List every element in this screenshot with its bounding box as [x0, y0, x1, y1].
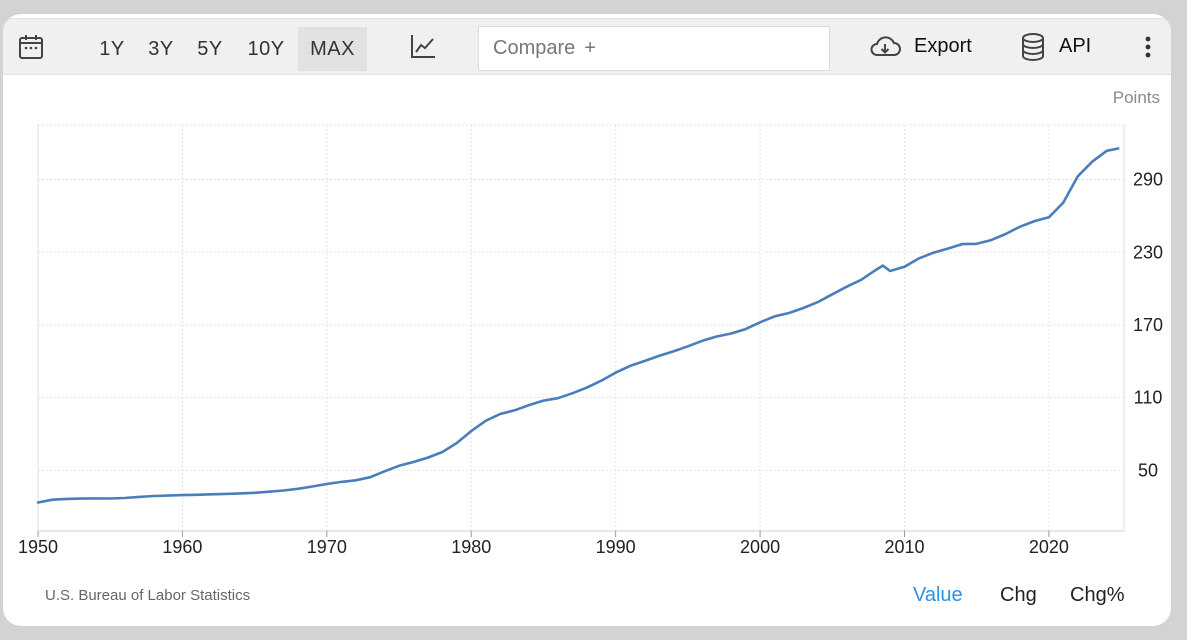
data-source-label: U.S. Bureau of Labor Statistics — [45, 587, 251, 604]
x-tick-label: 2020 — [1029, 537, 1069, 557]
chart-type-button[interactable] — [409, 19, 437, 74]
x-tick-label: 1970 — [307, 537, 347, 557]
series — [36, 147, 1120, 504]
export-label: Export — [914, 35, 972, 57]
range-3y-button[interactable]: 3Y — [148, 37, 174, 60]
export-button[interactable]: Export — [868, 19, 972, 74]
x-tick-label: 1960 — [162, 537, 202, 557]
x-tick-label: 2000 — [740, 537, 780, 557]
y-axis-unit-label: Points — [1112, 88, 1160, 107]
vertical-ellipsis-icon — [1145, 36, 1151, 57]
tab-change-percent[interactable]: Chg% — [1070, 584, 1125, 606]
gridlines — [37, 124, 1124, 531]
calendar-icon — [19, 34, 43, 59]
tick-labels: 1950 1960 1970 1980 1990 2000 2010 2020 50 110 170… — [18, 170, 1163, 557]
series-line — [36, 147, 1120, 504]
chart-toolbar: 1Y 3Y 5Y 10Y MAX Compare + Export — [3, 18, 1171, 75]
compare-placeholder: Compare — [493, 37, 576, 59]
range-10y-button[interactable]: 10Y — [247, 37, 285, 60]
cpi-line-chart: 1950 1960 1970 1980 1990 2000 2010 2020 50 110 170… — [18, 124, 1163, 557]
tab-value[interactable]: Value — [913, 584, 963, 606]
cloud-download-icon — [870, 35, 901, 56]
api-button[interactable]: API — [1020, 19, 1091, 74]
y-tick-label: 230 — [1133, 242, 1163, 262]
database-icon — [1022, 32, 1044, 61]
axes — [37, 125, 1125, 537]
more-options-button[interactable] — [1143, 19, 1153, 74]
compare-plus-icon: + — [584, 37, 596, 59]
calendar-button[interactable] — [17, 19, 45, 74]
y-tick-label: 110 — [1134, 388, 1163, 408]
line-chart-icon — [411, 34, 435, 58]
x-tick-label: 1980 — [451, 537, 491, 557]
api-label: API — [1059, 35, 1092, 57]
range-1y-button[interactable]: 1Y — [99, 37, 125, 60]
x-tick-label: 1950 — [18, 537, 58, 557]
range-5y-button[interactable]: 5Y — [197, 37, 223, 60]
chart-card: 1Y 3Y 5Y 10Y MAX Compare + Export — [3, 14, 1171, 626]
range-max-button[interactable]: MAX — [298, 27, 367, 71]
y-tick-label: 290 — [1133, 170, 1163, 190]
compare-input[interactable]: Compare + — [478, 26, 830, 71]
y-tick-label: 50 — [1138, 460, 1158, 480]
x-tick-label: 2010 — [884, 537, 924, 557]
x-tick-label: 1990 — [596, 537, 636, 557]
tab-change[interactable]: Chg — [1000, 584, 1037, 606]
y-tick-label: 170 — [1133, 315, 1163, 335]
